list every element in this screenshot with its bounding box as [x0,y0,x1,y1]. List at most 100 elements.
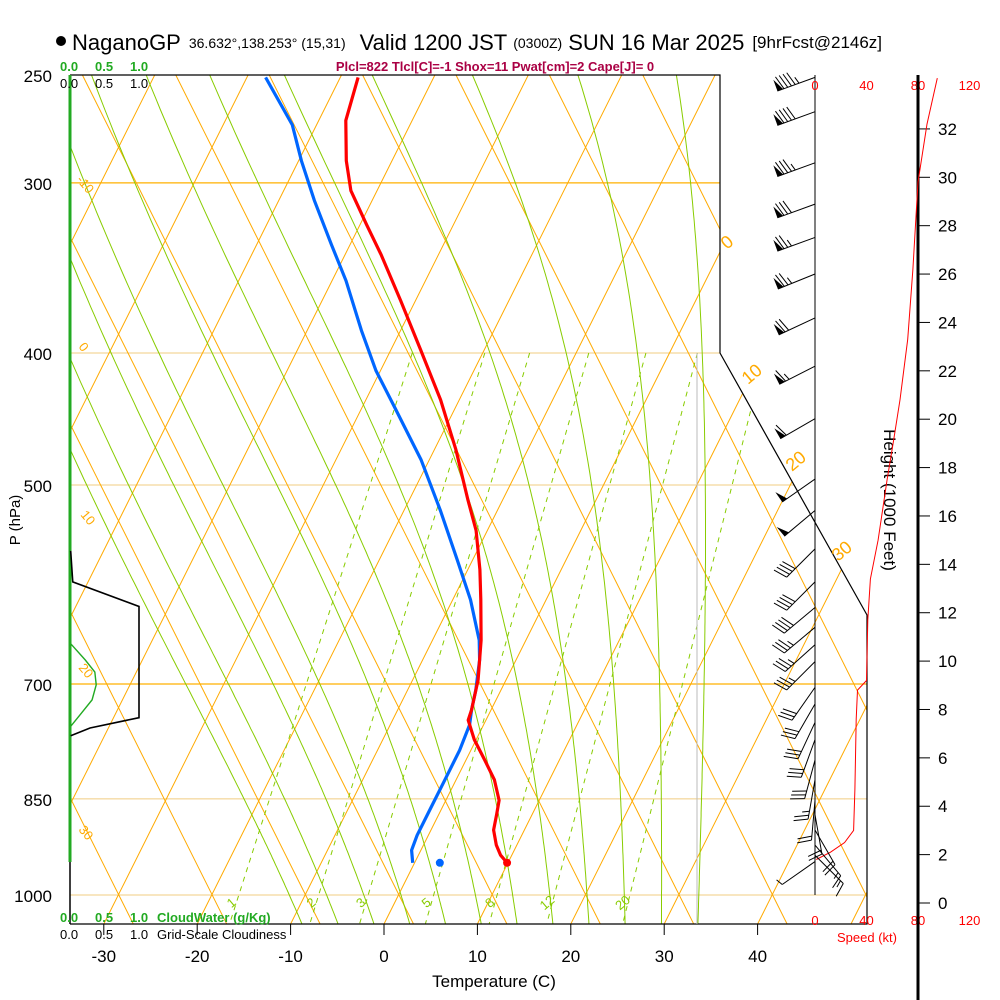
wind-barb [773,106,816,126]
adiabat-label-right: 10 [738,360,766,388]
wind-barb [797,800,816,844]
wind-barb-part [785,752,800,756]
wind-barb-part [786,661,816,691]
cloud-axis-bottom: 0.0 0.5 1.0 CloudWater (g/Kg) 0.0 0.5 1.… [60,910,287,942]
wind-barb [772,644,816,672]
wind-barb-part [782,73,792,87]
temperature-tick-label: -20 [185,947,210,966]
wind-barb-part [778,318,790,331]
wind-barb [814,829,836,876]
isotherm-50 [850,75,867,924]
wind-barb [772,607,816,634]
wind-barb-part [814,854,844,884]
wind-barb-part [784,510,816,537]
wind-barb-part [786,277,793,284]
adiabat-label-left: 10 [78,507,99,528]
wind-barb-part [778,160,789,174]
wind-barb-part [783,755,799,760]
wind-barb-part [773,569,787,578]
temperature-tick-label: 20 [561,947,580,966]
wind-speed-profile [816,77,938,860]
isotherm-30 [663,75,867,924]
moist-adiabat--12 [70,75,305,924]
moist-adiabat-28 [577,75,663,924]
cl-tick-top-0: 0.0 [60,76,78,91]
valid-date: SUN 16 Mar 2025 [568,30,744,55]
cl-tick-bot-2: 1.0 [130,927,148,942]
pressure-tick-label: 250 [24,67,52,86]
cw-tick-top-1: 0.5 [95,59,113,74]
wind-barb-part [774,428,786,439]
wind-barb-part [797,722,816,759]
wind-barb-part [775,622,788,632]
wind-barb-part [814,844,842,876]
wind-barb-part [776,566,790,575]
wind-barb-part [793,818,809,822]
wind-barb-part [786,239,792,247]
wind-barb-part [777,162,816,177]
isotherm-10 [476,75,867,924]
cl-tick-top-2: 1.0 [130,76,148,91]
wind-barb-part [784,727,800,733]
pressure-tick-label: 850 [24,791,52,810]
wind-barb-part [836,880,841,888]
moist-adiabat-16 [283,75,554,924]
wind-barb-part [775,660,789,670]
moist-adiabat-32 [675,75,706,924]
wind-barb-part [775,76,785,89]
height-tick-label: 10 [938,652,957,671]
wind-barb-part [784,607,816,634]
wind-barb [773,159,816,177]
cloud-water-label: CloudWater (g/Kg) [157,910,271,925]
wind-barb-part [773,602,787,611]
wind-barb [780,703,816,740]
pressure-tick-label: 300 [24,175,52,194]
forecast-info: [9hrFcst@2146z] [752,33,882,52]
dewpoint-line [264,76,482,863]
cloud-water-line [69,642,97,728]
wind-barb-part [789,768,805,771]
cloud-axis-top: 0.0 0.5 1.0 0.0 0.5 1.0 [60,59,148,91]
wind-barb-part [782,200,792,213]
isotherm-0 [383,75,809,924]
wind-barb-part [787,640,794,646]
wind-barb-part [786,72,796,85]
wind-barb-part [779,676,793,685]
wind-barb-part [775,424,787,436]
dry-adiabat [548,75,867,924]
wind-barb-part [773,239,784,252]
wind-barb-part [778,75,789,88]
station-coords: 36.632°,138.253° (15,31) [189,35,346,51]
cl-tick-bot-0: 0.0 [60,927,78,942]
dry-adiabat [70,75,228,924]
adiabat-label-left: 30 [76,822,97,843]
height-tick-label: 8 [938,700,947,719]
wind-barb-part [835,883,844,897]
stability-indices: Plcl=822 Tlcl[C]=-1 Shox=11 Pwat[cm]=2 C… [336,59,654,74]
wind-barb-part [778,714,793,721]
height-tick-label: 18 [938,459,957,478]
wind-barb-part [782,108,792,121]
isotherm--40 [70,75,436,924]
wind-barb [807,814,823,861]
cw-tick-top-0: 0.0 [60,59,78,74]
wind-barb-part [781,861,816,885]
wind-barb-part [786,106,796,120]
wind-barb-part [773,79,784,92]
adiabat-label-right: 30 [828,537,856,565]
valid-time: Valid 1200 JST [360,30,508,55]
wind-barb-part [781,616,794,626]
wind-barb-part [778,657,792,667]
wind-barb [776,861,816,885]
wind-barb-part [786,548,816,578]
wind-barb-part [772,663,786,672]
speed-axis-title: Speed (kt) [837,930,897,945]
temperature-axis: -30 -20 -10 0 10 20 30 40 [92,924,767,966]
wind-barb-part [773,165,784,177]
wind-barb-part [778,317,816,336]
wind-barb [786,739,816,778]
wind-barb-part [832,875,842,889]
temperature-tick-label: 30 [655,947,674,966]
wind-barb-part [790,163,796,171]
